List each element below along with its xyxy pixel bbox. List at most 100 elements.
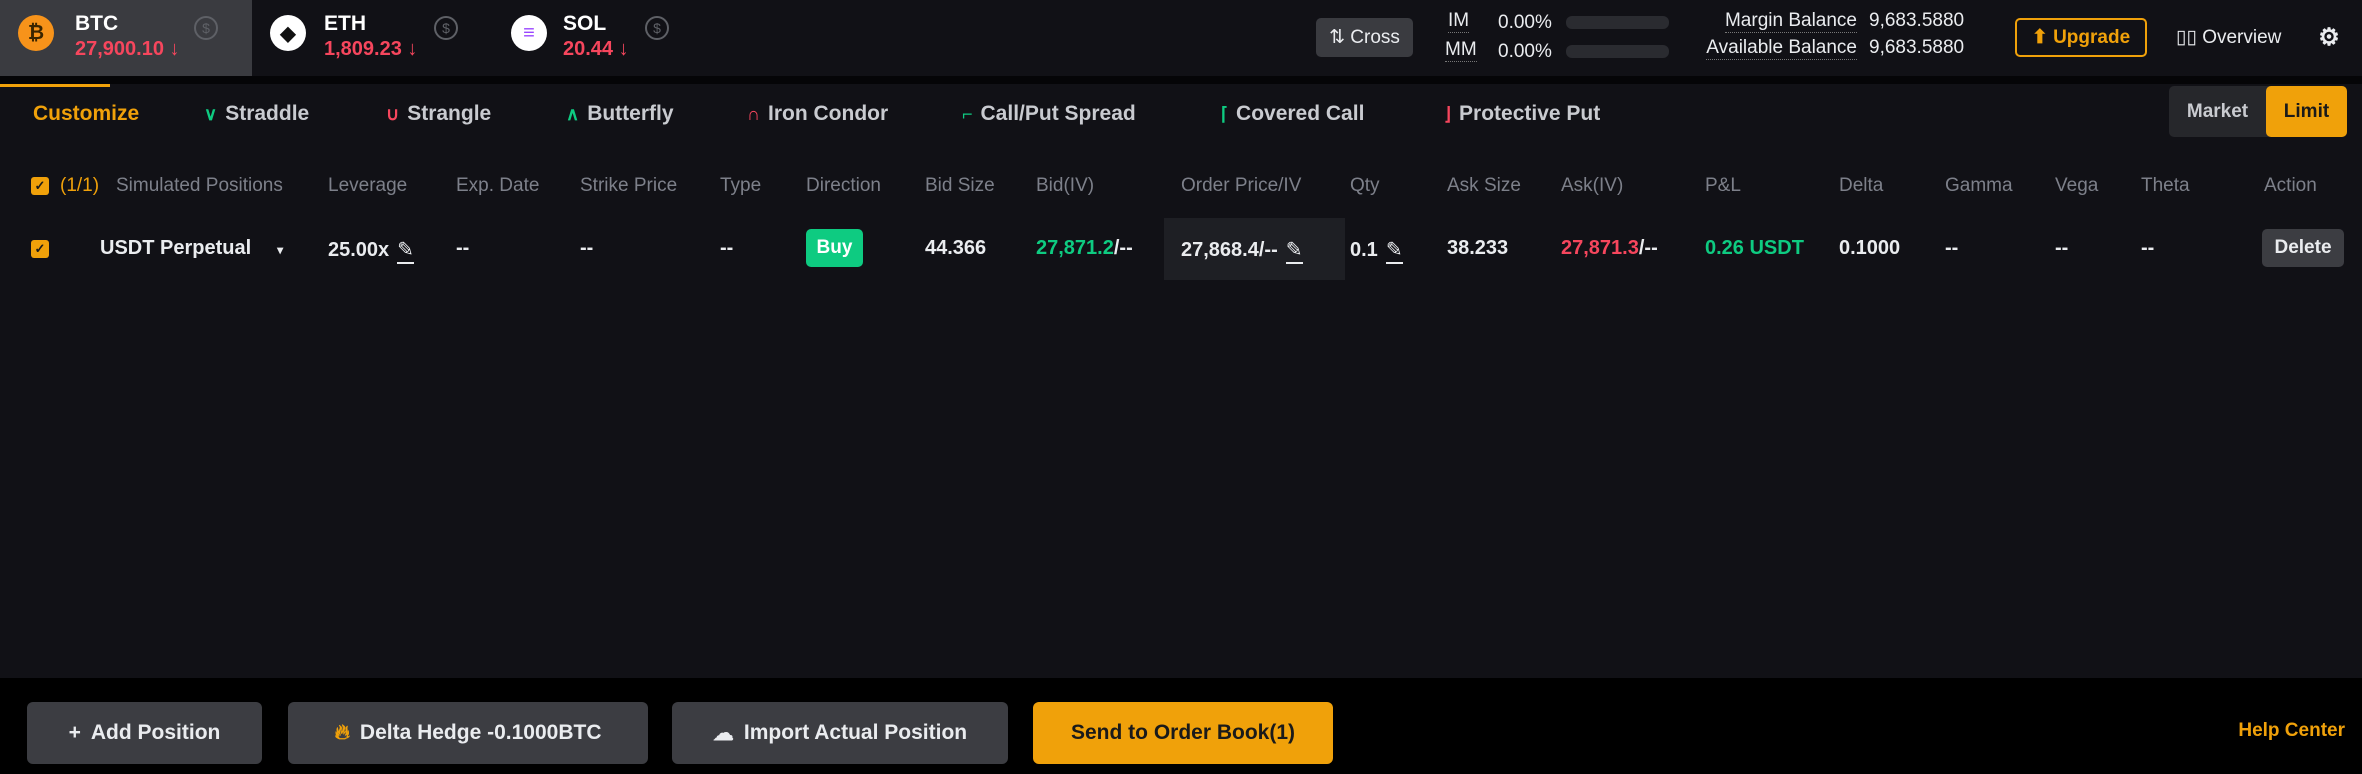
add-position-button[interactable]: + Add Position: [27, 702, 262, 764]
row-checkbox[interactable]: ✓: [31, 240, 49, 258]
theta-value: --: [2141, 237, 2155, 259]
tab-iron-condor[interactable]: ∩ Iron Condor: [747, 102, 889, 125]
dropdown-icon: ▾: [277, 243, 284, 257]
im-progress-bar: [1566, 16, 1669, 29]
coin-tab-eth[interactable]: ◆ ETH 1,809.23 ↓ $: [252, 0, 472, 76]
divider: [0, 76, 2362, 84]
edit-icon: ✎: [1385, 237, 1403, 264]
market-button[interactable]: Market: [2186, 100, 2249, 122]
settings-gear-icon[interactable]: ⚙: [2318, 23, 2340, 51]
header-simulated-positions: Simulated Positions: [116, 175, 283, 196]
positions-table: ✓ (1/1) Simulated Positions Leverage Exp…: [0, 150, 2362, 678]
header-gamma: Gamma: [1945, 175, 2013, 196]
im-label: IM: [1448, 10, 1470, 33]
selected-count: (1/1): [60, 175, 100, 196]
fire-icon: 🔥︎: [334, 721, 350, 744]
mm-label: MM: [1445, 39, 1477, 62]
upgrade-button[interactable]: ⬆ Upgrade: [2015, 18, 2147, 57]
iron-condor-icon: ∩: [747, 103, 760, 124]
send-to-order-book-button[interactable]: Send to Order Book(1): [1033, 702, 1333, 764]
footer-bar: + Add Position 🔥︎ Delta Hedge -0.1000BTC ☁…: [0, 678, 2362, 774]
strike-value: --: [580, 237, 594, 259]
instrument-select[interactable]: USDT Perpetual ▾: [100, 237, 284, 259]
bid-size-value: 44.366: [925, 237, 987, 259]
spread-icon: ⌐: [962, 103, 973, 124]
header-theta: Theta: [2141, 175, 2190, 196]
header-bid-size: Bid Size: [925, 175, 995, 196]
edit-icon: ✎: [1285, 237, 1303, 264]
order-type-toggle: Market Limit: [2169, 86, 2347, 137]
im-value: 0.00%: [1498, 12, 1552, 33]
tab-covered-call[interactable]: ⌈ Covered Call: [1221, 102, 1365, 125]
header-order-price: Order Price/IV: [1181, 175, 1302, 196]
mm-value: 0.00%: [1498, 41, 1552, 62]
tab-butterfly[interactable]: ∧ Butterfly: [566, 102, 674, 125]
coin-tab-btc[interactable]: ₿ BTC 27,900.10 ↓ $: [0, 0, 252, 76]
delta-value: 0.1000: [1839, 237, 1901, 259]
header-pnl: P&L: [1705, 175, 1741, 196]
strangle-icon: ∪: [386, 103, 400, 124]
exp-date-value: --: [456, 237, 470, 259]
coin-symbol: SOL: [563, 12, 607, 35]
delete-button[interactable]: Delete: [2262, 229, 2344, 267]
mm-progress-bar: [1566, 45, 1669, 58]
header-bid-iv: Bid(IV): [1036, 175, 1095, 196]
coin-price: 1,809.23 ↓: [324, 38, 418, 60]
coin-tab-sol[interactable]: ≡ SOL 20.44 ↓ $: [490, 0, 690, 76]
covered-call-icon: ⌈: [1221, 103, 1229, 124]
coin-info-icon[interactable]: $: [645, 16, 669, 40]
cloud-upload-icon: ☁: [712, 721, 734, 745]
table-row: ✓ USDT Perpetual ▾ 25.00x ✎ -- -- -- Buy 4…: [0, 218, 2240, 280]
header-exp-date: Exp. Date: [456, 175, 540, 196]
limit-button[interactable]: Limit: [2266, 86, 2347, 137]
tab-protective-put[interactable]: ⌋ Protective Put: [1444, 102, 1601, 125]
select-all-checkbox[interactable]: ✓: [31, 177, 49, 195]
bitcoin-icon: ₿: [18, 15, 54, 51]
qty-input[interactable]: 0.1 ✎: [1350, 237, 1403, 264]
straddle-icon: ∨: [204, 103, 218, 124]
tab-customize[interactable]: Customize: [33, 102, 140, 125]
butterfly-icon: ∧: [566, 103, 580, 124]
coin-symbol: ETH: [324, 12, 366, 35]
header-ask-iv: Ask(IV): [1561, 175, 1624, 196]
ask-value[interactable]: 27,871.3/--: [1561, 237, 1658, 259]
margin-mode-button[interactable]: ⇅ Cross: [1316, 18, 1413, 57]
help-center-link[interactable]: Help Center: [2238, 720, 2345, 741]
gamma-value: --: [1945, 237, 1959, 259]
bid-value[interactable]: 27,871.2/--: [1036, 237, 1133, 259]
import-position-button[interactable]: ☁ Import Actual Position: [672, 702, 1008, 764]
header-delta: Delta: [1839, 175, 1884, 196]
header-ask-size: Ask Size: [1447, 175, 1521, 196]
swap-icon: ⇅: [1329, 27, 1345, 48]
header-action: Action: [2264, 175, 2317, 196]
header-qty: Qty: [1350, 175, 1380, 196]
coin-info-icon[interactable]: $: [434, 16, 458, 40]
header-type: Type: [720, 175, 762, 196]
ask-size-value: 38.233: [1447, 237, 1509, 259]
top-bar: ₿ BTC 27,900.10 ↓ $ ◆ ETH 1,809.23 ↓ $ ≡…: [0, 0, 2362, 76]
direction-buy-button[interactable]: Buy: [806, 229, 863, 267]
solana-icon: ≡: [511, 15, 547, 51]
ethereum-icon: ◆: [270, 15, 306, 51]
available-balance-label: Available Balance: [1706, 37, 1857, 60]
editable-cell-bg: [1164, 218, 1345, 280]
delta-hedge-button[interactable]: 🔥︎ Delta Hedge -0.1000BTC: [288, 702, 648, 764]
coin-info-icon[interactable]: $: [194, 16, 218, 40]
coin-price: 20.44 ↓: [563, 38, 629, 60]
order-price-input[interactable]: 27,868.4/-- ✎: [1181, 237, 1303, 264]
overview-button[interactable]: ▯▯ Overview: [2176, 26, 2282, 49]
margin-balance-label: Margin Balance: [1724, 10, 1857, 33]
tab-call-put-spread[interactable]: ⌐ Call/Put Spread: [962, 102, 1136, 125]
vega-value: --: [2055, 237, 2069, 259]
margin-balance-value: 9,683.5880: [1869, 10, 1965, 31]
edit-icon: ✎: [397, 237, 414, 264]
tab-straddle[interactable]: ∨ Straddle: [204, 102, 310, 125]
strategy-bar: Customize ∨ Straddle ∪ Strangle ∧ Butterfly…: [0, 84, 2362, 146]
coin-price: 27,900.10 ↓: [75, 38, 180, 60]
leverage-value[interactable]: 25.00x ✎: [328, 237, 414, 264]
book-icon: ▯▯: [2176, 27, 2197, 48]
header-vega: Vega: [2055, 175, 2099, 196]
tab-strangle[interactable]: ∪ Strangle: [386, 102, 492, 125]
pnl-value: 0.26 USDT: [1705, 237, 1804, 259]
coin-symbol: BTC: [75, 12, 119, 35]
